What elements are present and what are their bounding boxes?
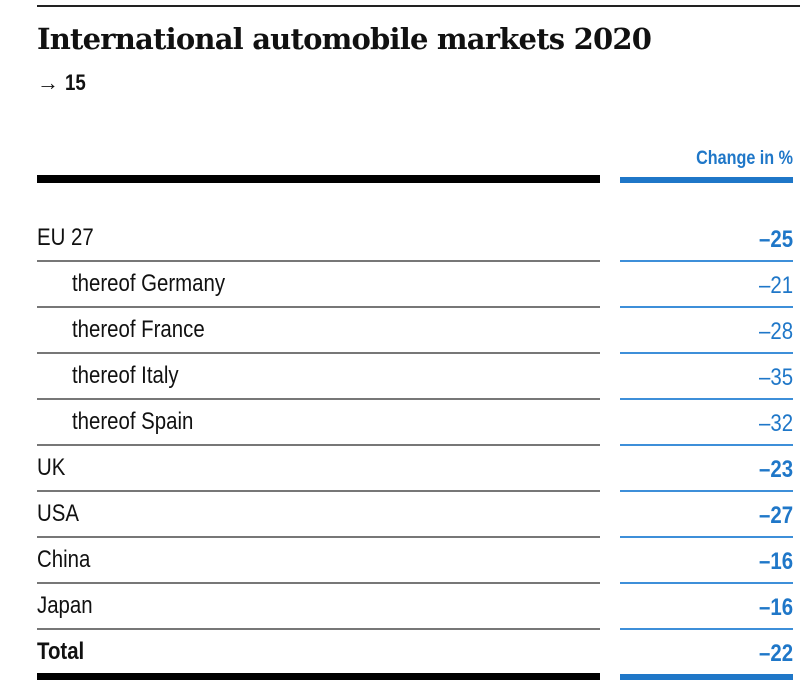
row-value: –27 (758, 502, 793, 529)
footer-rule (37, 673, 600, 680)
table-row: thereof Italy –35 (0, 354, 800, 400)
top-rule (37, 5, 800, 7)
row-divider-accent (620, 260, 793, 262)
table-row: thereof Germany –21 (0, 262, 800, 308)
row-divider (37, 536, 600, 538)
table-row: thereof Spain –32 (0, 400, 800, 446)
row-divider (37, 490, 600, 492)
table-row: EU 27 –25 (0, 216, 800, 262)
row-value: –21 (758, 272, 793, 299)
row-value: –35 (758, 364, 793, 391)
row-divider (37, 628, 600, 630)
row-label: thereof Italy (72, 362, 179, 389)
footer-rule-accent (620, 674, 793, 680)
row-value: –16 (758, 548, 793, 575)
row-divider-accent (620, 628, 793, 630)
arrow-right-icon: → (37, 70, 59, 95)
table-row: UK –23 (0, 446, 800, 492)
row-divider-accent (620, 352, 793, 354)
row-divider-accent (620, 306, 793, 308)
row-divider (37, 398, 600, 400)
column-header-change: Change in % (696, 148, 793, 169)
row-divider (37, 260, 600, 262)
row-label: Total (37, 638, 85, 665)
header-rule-accent (620, 177, 793, 183)
row-divider (37, 582, 600, 584)
row-value: –25 (758, 226, 793, 253)
reference-number: 15 (65, 70, 86, 95)
table-row: China –16 (0, 538, 800, 584)
row-divider (37, 306, 600, 308)
row-value: –16 (758, 594, 793, 621)
table-title: International automobile markets 2020 (37, 22, 652, 56)
row-divider (37, 444, 600, 446)
row-value: –28 (758, 318, 793, 345)
table-row: thereof France –28 (0, 308, 800, 354)
row-label: UK (37, 454, 66, 481)
row-label: USA (37, 500, 79, 527)
table-row: Total –22 (0, 630, 800, 676)
row-label: Japan (37, 592, 93, 619)
reference: → 15 (37, 70, 89, 96)
row-label: China (37, 546, 91, 573)
row-divider-accent (620, 490, 793, 492)
row-label: thereof Germany (72, 270, 226, 297)
row-divider-accent (620, 444, 793, 446)
row-value: –23 (758, 456, 793, 483)
row-divider-accent (620, 398, 793, 400)
row-divider (37, 352, 600, 354)
table-row: Japan –16 (0, 584, 800, 630)
row-divider-accent (620, 582, 793, 584)
row-value: –32 (758, 410, 793, 437)
row-divider-accent (620, 536, 793, 538)
row-label: thereof Spain (72, 408, 194, 435)
row-label: thereof France (72, 316, 205, 343)
row-label: EU 27 (37, 224, 94, 251)
header-rule (37, 175, 600, 183)
table-row: USA –27 (0, 492, 800, 538)
row-value: –22 (758, 640, 793, 667)
